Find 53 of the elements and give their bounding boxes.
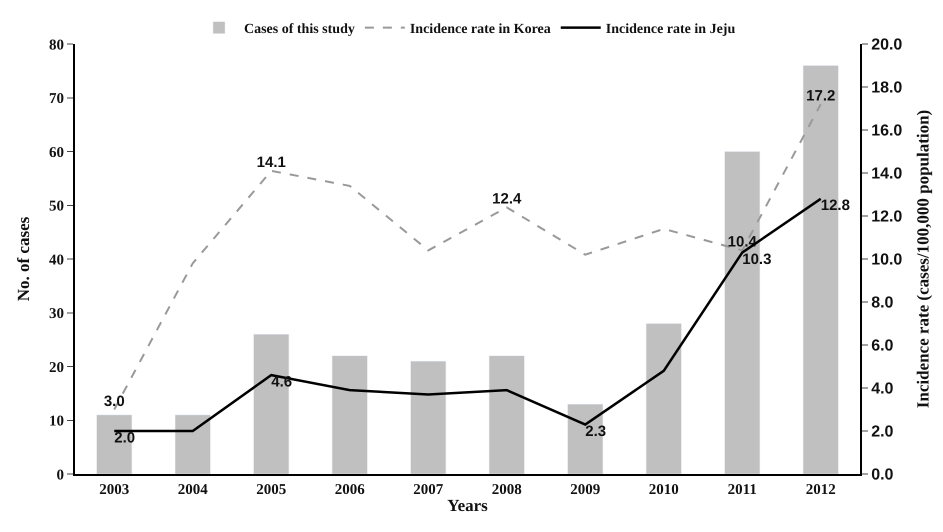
bar (253, 334, 290, 474)
bar (410, 360, 446, 474)
x-tick-label: 2007 (413, 482, 444, 498)
y-tick-label: 0 (56, 467, 64, 484)
data-label: 3.0 (104, 392, 125, 410)
y2-tick-label: 10.0 (871, 252, 902, 269)
y2-tick-label: 8.0 (871, 294, 894, 312)
y2-tick-label: 18.0 (871, 80, 902, 97)
y-tick-label: 80 (49, 37, 64, 54)
x-tick-label: 2008 (492, 482, 522, 498)
data-label: 17.2 (806, 87, 836, 104)
x-tick-label: 2012 (806, 482, 836, 498)
x-tick-label: 2005 (256, 482, 286, 498)
bar (646, 323, 682, 474)
x-axis-title: Years (447, 496, 488, 515)
legend-label: Incidence rate in Korea (410, 22, 551, 38)
y2-tick-label: 2.0 (871, 424, 894, 441)
bar (174, 414, 211, 474)
bar (96, 414, 132, 474)
y2-tick-label: 6.0 (871, 338, 894, 355)
x-tick-label: 2010 (648, 482, 679, 498)
data-label: 2.0 (114, 429, 136, 446)
y2-axis-title: Incidence rate (cases/100,000 population) (913, 110, 932, 408)
y2-tick-label: 4.0 (871, 380, 894, 398)
x-tick-label: 2006 (334, 482, 366, 498)
y2-tick-label: 0.0 (871, 466, 894, 484)
y2-tick-label: 14.0 (871, 166, 902, 183)
data-label: 4.6 (271, 373, 292, 390)
x-tick-label: 2009 (570, 482, 600, 498)
y-tick-label: 20 (49, 360, 64, 376)
data-label: 14.1 (256, 154, 286, 172)
bar (332, 356, 368, 474)
y-tick-label: 40 (49, 252, 64, 268)
y2-tick-label: 16.0 (871, 122, 902, 140)
bar (488, 356, 525, 474)
x-tick-label: 2003 (99, 482, 130, 498)
y-tick-label: 10 (49, 414, 64, 430)
bar (567, 404, 604, 474)
legend-label: Incidence rate in Jeju (606, 22, 736, 38)
x-tick-label: 2004 (178, 482, 208, 498)
y-axis-title: No. of cases (14, 216, 34, 302)
data-label: 10.3 (742, 250, 772, 268)
data-label: 12.4 (492, 190, 522, 208)
y-tick-label: 30 (49, 306, 64, 322)
y2-tick-label: 12.0 (871, 208, 902, 226)
y-tick-label: 60 (49, 144, 64, 161)
x-tick-label: 2011 (728, 482, 757, 498)
data-label: 12.8 (820, 197, 850, 214)
data-label: 2.3 (585, 422, 606, 440)
y-tick-label: 70 (49, 91, 64, 107)
y-tick-label: 50 (49, 198, 64, 214)
legend-label: Cases of this study (244, 22, 355, 38)
y2-tick-label: 20.0 (871, 36, 902, 54)
